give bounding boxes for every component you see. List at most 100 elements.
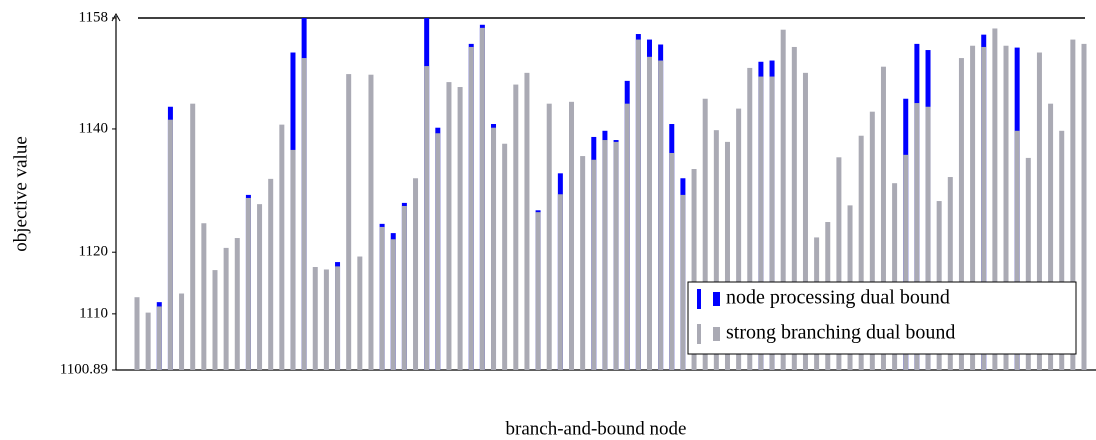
sb-bar	[535, 212, 541, 370]
y-tick-label: 1120	[79, 244, 108, 260]
sb-bar	[802, 72, 808, 371]
sb-bar	[190, 103, 196, 370]
axis-arrow	[111, 12, 121, 22]
sb-bar	[669, 152, 675, 370]
sb-bar	[513, 84, 519, 370]
sb-bar	[646, 56, 652, 371]
legend-swatch	[713, 292, 720, 306]
sb-bar	[591, 159, 597, 370]
sb-bar	[624, 103, 630, 370]
sb-bar	[401, 205, 407, 370]
sb-bar	[1036, 52, 1042, 371]
sb-bar	[635, 39, 641, 371]
sb-bar	[234, 238, 240, 370]
sb-bar	[301, 58, 307, 370]
sb-bar	[858, 135, 864, 370]
sb-bar	[1070, 39, 1076, 371]
sb-bar	[379, 226, 385, 370]
sb-bar	[947, 177, 953, 370]
sb-bar	[524, 72, 530, 371]
sb-bar	[212, 270, 218, 370]
sb-bar	[958, 58, 964, 370]
y-tick-label: 1110	[79, 305, 108, 321]
sb-bar	[223, 247, 229, 370]
sb-bar	[179, 293, 185, 370]
sb-bar	[869, 111, 875, 371]
sb-bar	[702, 98, 708, 370]
y-tick-label: 1140	[79, 120, 108, 136]
sb-bar	[992, 28, 998, 370]
sb-bar	[914, 103, 920, 370]
sb-bar	[457, 87, 463, 371]
sb-bar	[279, 124, 285, 371]
legend: node processing dual bound strong branchi…	[687, 281, 1077, 355]
legend-swatch	[697, 324, 701, 344]
sb-bar	[245, 197, 251, 370]
sb-bar	[925, 106, 931, 370]
sb-bar	[1003, 45, 1009, 370]
sb-bar	[981, 46, 987, 370]
sb-bar	[468, 46, 474, 370]
sb-bar	[357, 256, 363, 370]
sb-bar	[680, 194, 686, 370]
sb-bar	[691, 169, 697, 370]
x-axis-label: branch-and-bound node	[506, 418, 687, 439]
sb-bar	[446, 82, 452, 370]
sb-bar	[268, 178, 274, 370]
sb-bar	[323, 269, 329, 370]
bars	[134, 18, 1087, 371]
sb-bar	[368, 74, 374, 371]
sb-bar	[747, 67, 753, 370]
sb-bar	[880, 66, 886, 370]
sb-bar	[1025, 157, 1031, 370]
sb-bar	[479, 27, 485, 371]
sb-bar	[156, 306, 162, 370]
sb-bar	[658, 60, 664, 371]
sb-bar	[167, 119, 173, 370]
y-tick-label: 1100.89	[60, 361, 108, 377]
sb-bar	[390, 239, 396, 370]
sb-bar	[903, 154, 909, 370]
sb-bar	[201, 223, 207, 370]
sb-bar	[134, 297, 140, 370]
sb-bar	[145, 312, 151, 370]
sb-bar	[892, 183, 898, 370]
sb-bar	[557, 194, 563, 370]
sb-bar	[290, 149, 296, 370]
sb-bar	[312, 267, 318, 370]
legend-box	[687, 281, 1077, 355]
y-axis-label: objective value	[10, 136, 31, 252]
sb-bar	[580, 156, 586, 370]
sb-bar	[970, 45, 976, 370]
sb-bar	[724, 141, 730, 370]
sb-bar	[736, 108, 742, 370]
sb-bar	[791, 46, 797, 370]
sb-bar	[1014, 130, 1020, 370]
sb-bar	[413, 178, 419, 370]
sb-bar	[713, 130, 719, 370]
sb-bar	[836, 157, 842, 370]
sb-bar	[1059, 130, 1065, 370]
sb-bar	[602, 140, 608, 370]
sb-bar	[1081, 43, 1087, 370]
sb-bar	[546, 103, 552, 370]
sb-bar	[257, 204, 263, 370]
sb-bar	[613, 141, 619, 370]
sb-bar	[569, 101, 575, 371]
sb-bar	[502, 143, 508, 370]
legend-label: strong branching dual bound	[726, 322, 955, 344]
sb-bar	[1048, 103, 1054, 370]
sb-bar	[435, 133, 441, 370]
legend-swatch	[697, 289, 701, 309]
sb-bar	[335, 266, 341, 370]
sb-bar	[491, 127, 497, 370]
sb-bar	[758, 76, 764, 371]
y-tick-label: 1158	[79, 9, 108, 25]
legend-swatch	[713, 327, 720, 341]
sb-bar	[346, 74, 352, 370]
sb-bar	[424, 66, 430, 370]
sb-bar	[780, 29, 786, 371]
sb-bar	[769, 76, 775, 371]
legend-label: node processing dual bound	[726, 287, 950, 309]
